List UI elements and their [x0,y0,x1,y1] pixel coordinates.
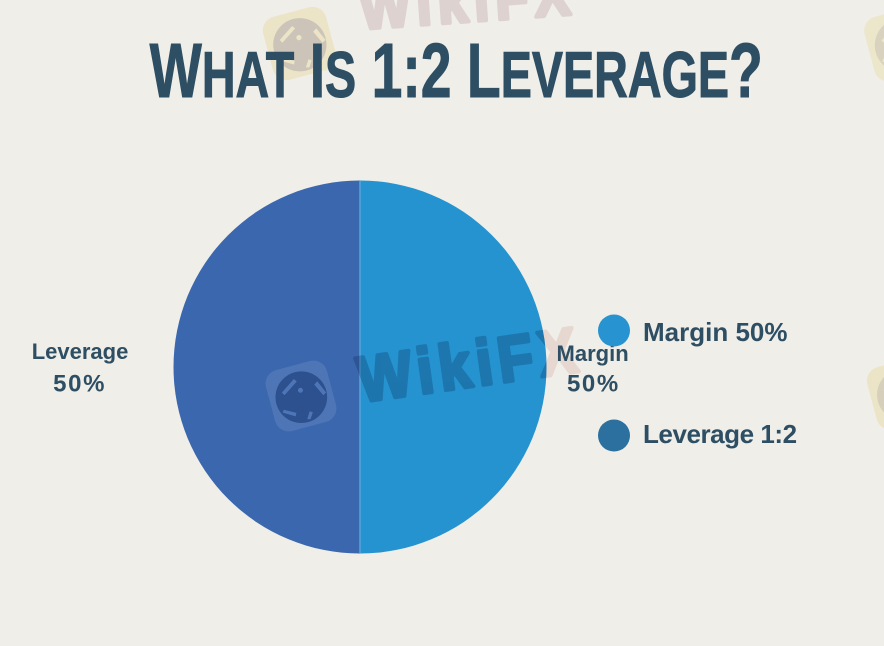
svg-text:Leverage: Leverage [32,339,129,364]
svg-text:Margin 50%: Margin 50% [643,317,788,347]
svg-text:50%: 50% [53,371,106,398]
svg-text:Leverage 1:2: Leverage 1:2 [643,419,797,449]
svg-text:WHAT IS 1:2 LEVERAGE?: WHAT IS 1:2 LEVERAGE? [150,28,763,114]
svg-text:50%: 50% [567,371,620,398]
